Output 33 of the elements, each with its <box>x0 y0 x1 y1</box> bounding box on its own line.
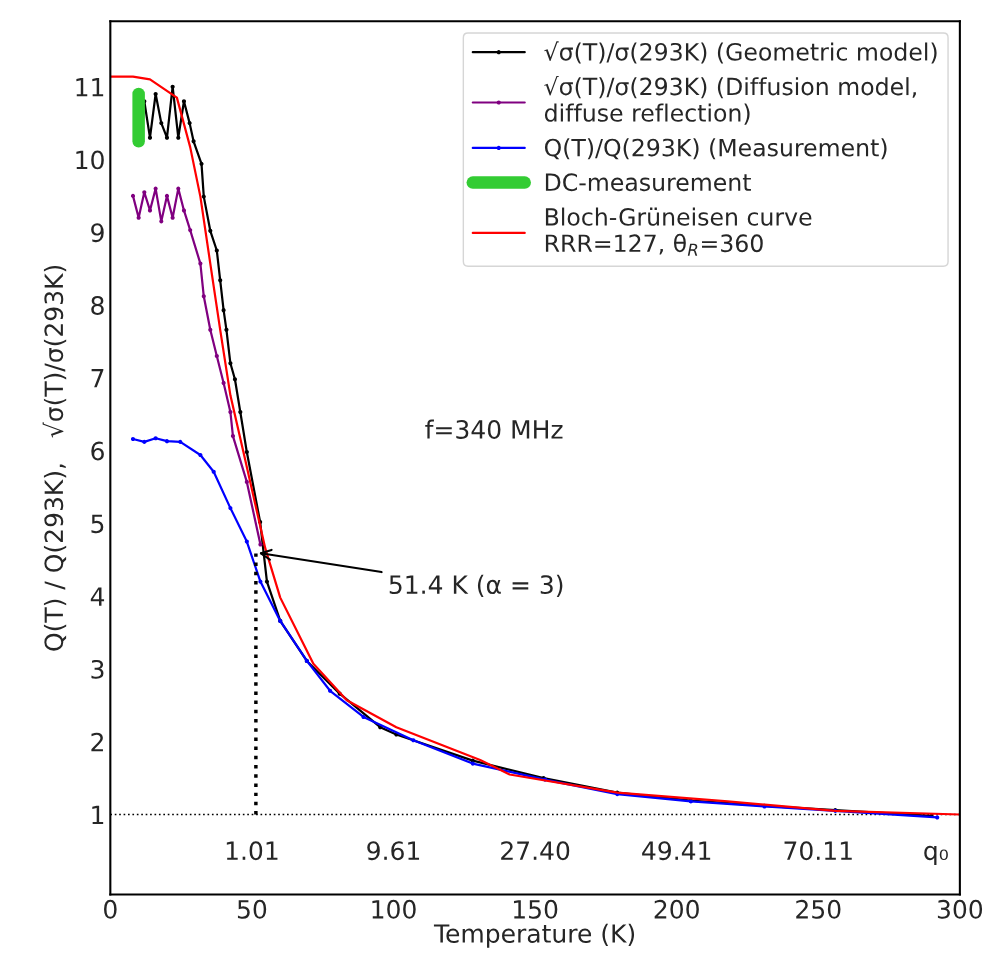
x-tick-label: 200 <box>654 899 699 919</box>
annotation: 51.4 K (α = 3) <box>389 574 563 598</box>
y-tick-label: 7 <box>91 369 104 388</box>
annotation: 70.11 <box>784 841 852 861</box>
y-tick-label: 11 <box>76 78 104 97</box>
x-tick-label: 100 <box>372 899 416 919</box>
annotation: f=340 MHz <box>425 419 563 439</box>
x-tick-label: 50 <box>237 899 267 919</box>
annotation: q₀ <box>924 845 948 865</box>
legend-label: Q(T)/Q(293K) (Measurement) <box>544 138 887 160</box>
legend-label: DC-measurement <box>545 173 751 192</box>
x-axis-title: Temperature (K) <box>433 923 635 948</box>
legend-label: √σ(T)/σ(293K) (Diffusion model, diffuse reflection) <box>544 75 916 125</box>
annotation: 1.01 <box>226 841 278 861</box>
y-tick-label: 1 <box>92 805 104 824</box>
x-tick-label: 300 <box>937 899 983 919</box>
legend-label: Bloch-Grüneisen curve RRR=127, θ$_{R}$=360 <box>545 207 812 256</box>
y-tick-label: 8 <box>91 296 104 315</box>
x-tick-label: 250 <box>796 899 841 919</box>
y-tick-label: 4 <box>90 587 105 606</box>
x-tick-label: 150 <box>513 899 558 919</box>
annotation: 9.61 <box>367 841 420 861</box>
y-tick-label: 9 <box>91 223 104 243</box>
annotation: 27.40 <box>501 841 570 861</box>
y-tick-label: 5 <box>91 514 104 534</box>
y-tick-label: 2 <box>91 732 103 752</box>
y-axis-title: Q(T) / Q(293K), √σ(T)/σ(293K) <box>42 265 67 651</box>
annotation: 49.41 <box>642 841 711 861</box>
legend-label: √σ(T)/σ(293K) (Geometric model) <box>544 41 937 64</box>
y-tick-label: 10 <box>76 150 104 170</box>
y-tick-label: 6 <box>91 441 104 461</box>
x-tick-label: 0 <box>104 899 117 919</box>
y-tick-label: 3 <box>91 659 104 679</box>
